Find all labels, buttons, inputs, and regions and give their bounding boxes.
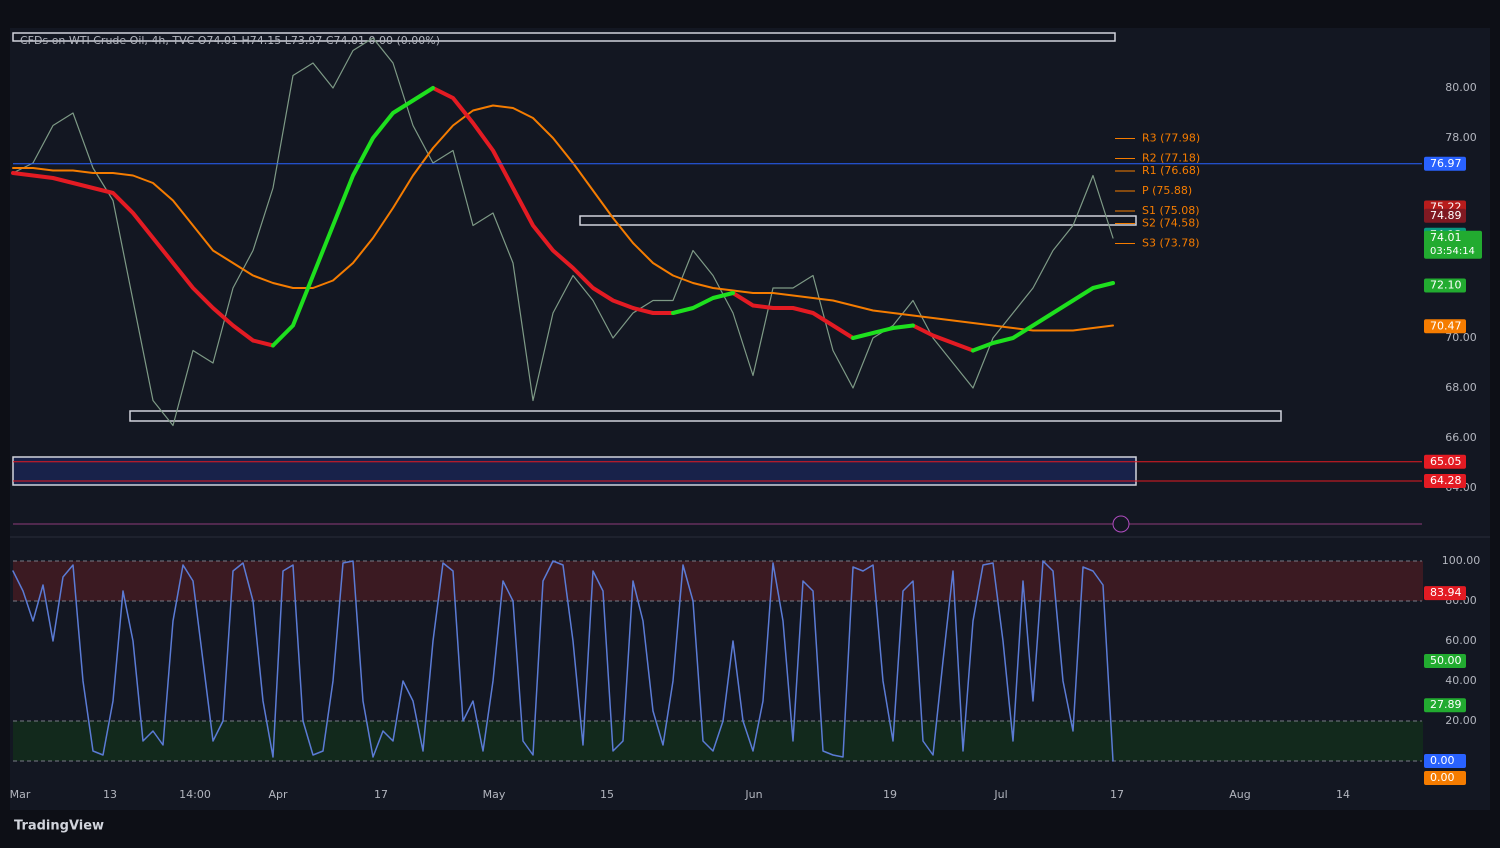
x-tick-label: 17	[374, 788, 388, 801]
price-badge	[1424, 654, 1466, 668]
x-tick-label: Jul	[993, 788, 1007, 801]
x-tick-label: 17	[1110, 788, 1124, 801]
chart-title: CFDs on WTI Crude Oil, 4h, TVC O74.01 H7…	[20, 34, 440, 47]
price-badge	[1424, 319, 1466, 334]
y-tick-label: 70.00	[1445, 331, 1477, 344]
series-line	[12, 560, 1114, 762]
x-tick-label: May	[483, 788, 506, 801]
price-badge-label: 76.97	[1430, 157, 1462, 170]
y-tick-label: 80.00	[1445, 81, 1477, 94]
price-badge-label: 70.47	[1430, 319, 1462, 332]
zone-box	[579, 215, 1137, 226]
price-badge-label: 74.01	[1430, 231, 1462, 244]
price-badge	[1424, 586, 1466, 601]
y-tick-label: 20.00	[1445, 714, 1477, 727]
x-tick-label: 14	[1336, 788, 1350, 801]
pivot-label: S3 (73.78)	[1142, 237, 1200, 250]
x-tick-label: 15	[600, 788, 614, 801]
price-badge	[1424, 208, 1466, 223]
price-badge	[1424, 156, 1466, 171]
x-tick-label: Jun	[744, 788, 762, 801]
price-badge-label: 0.00	[1430, 754, 1455, 767]
price-badge	[1424, 230, 1482, 259]
y-tick-label: 60.00	[1445, 634, 1477, 647]
price-badge-label: 74.89	[1430, 209, 1462, 222]
alert-icon[interactable]	[1112, 515, 1130, 533]
brand: TradingView	[14, 819, 104, 834]
pivot-label: P (75.88)	[1142, 184, 1192, 197]
series-line	[271, 86, 1115, 353]
price-badge-label: 72.10	[1430, 279, 1462, 292]
price-badge-label: 0.00	[1430, 771, 1455, 784]
y-tick-label: 78.00	[1445, 131, 1477, 144]
price-badge	[1424, 474, 1466, 488]
zone-box	[129, 410, 1282, 422]
zone-box	[12, 32, 1116, 42]
pivot-label: S2 (74.58)	[1142, 217, 1200, 230]
x-tick-label: Apr	[268, 788, 288, 801]
series-line	[12, 104, 1114, 332]
price-badge	[1424, 698, 1466, 713]
x-tick-label: Mar	[10, 788, 31, 801]
price-badge-label: 50.00	[1430, 654, 1462, 667]
x-tick-label: 13	[103, 788, 117, 801]
price-badge-label: 64.28	[1430, 474, 1462, 487]
series-line	[11, 86, 975, 353]
pivot-label: R2 (77.18)	[1142, 152, 1200, 165]
zone	[13, 561, 1423, 601]
zone	[13, 721, 1423, 761]
pivot-label: R3 (77.98)	[1142, 132, 1200, 145]
price-badge	[1424, 771, 1466, 785]
pivot-label: S1 (75.08)	[1142, 204, 1200, 217]
countdown: 03:54:14	[1430, 246, 1475, 257]
price-badge-label: 27.89	[1430, 698, 1462, 711]
chart-background	[10, 28, 1490, 810]
price-badge-label: 65.05	[1430, 455, 1462, 468]
y-tick-label: 68.00	[1445, 381, 1477, 394]
price-badge	[1424, 454, 1466, 469]
price-badge	[1424, 754, 1466, 768]
price-badge-label: 83.94	[1430, 586, 1462, 599]
price-badge	[1424, 278, 1466, 293]
x-tick-label: 19	[883, 788, 897, 801]
x-tick-label: 14:00	[179, 788, 211, 801]
y-tick-label: 66.00	[1445, 431, 1477, 444]
y-tick-label: 40.00	[1445, 674, 1477, 687]
y-tick-label: 100.00	[1442, 554, 1481, 567]
pivot-label: R1 (76.68)	[1142, 164, 1200, 177]
x-tick-label: Aug	[1229, 788, 1250, 801]
